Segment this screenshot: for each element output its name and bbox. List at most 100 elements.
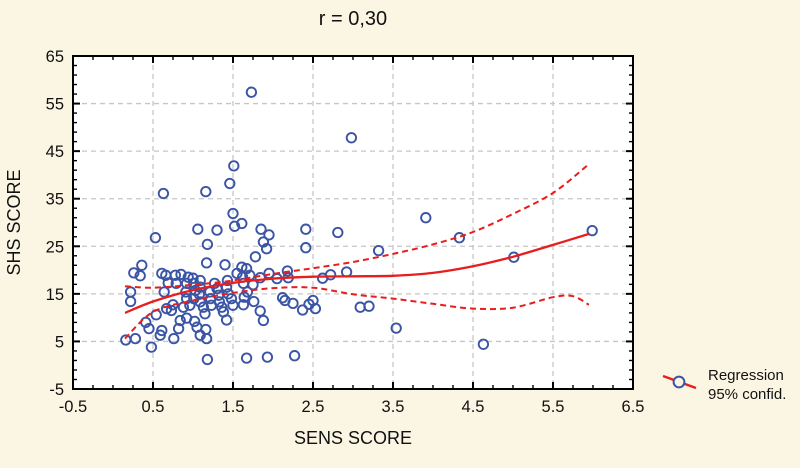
scatter-point — [199, 308, 211, 320]
scatter-point — [300, 223, 312, 235]
scatter-point — [345, 132, 358, 144]
scatter-point — [245, 86, 258, 98]
scatter-point — [257, 314, 270, 327]
scatter-point — [255, 223, 267, 235]
scatter-point — [225, 292, 238, 305]
scatter-point — [477, 338, 490, 350]
x-tick-label: 1.5 — [222, 398, 245, 416]
scatter-point — [129, 332, 142, 345]
scatter-point — [227, 299, 239, 311]
scatter-point — [257, 236, 270, 248]
scatter-point — [260, 243, 273, 255]
scatter-point — [194, 274, 206, 287]
scatter-point — [372, 244, 385, 257]
scatter-point — [220, 281, 233, 293]
scatter-point — [165, 304, 178, 317]
scatter-point — [390, 322, 402, 334]
scatter-point — [296, 304, 309, 316]
scatter-point — [197, 301, 210, 313]
scatter-point — [213, 296, 226, 308]
plot-frame — [72, 55, 634, 390]
legend-text: Regression 95% confid. — [704, 366, 786, 404]
scatter-point — [134, 270, 146, 282]
scatter-point — [263, 229, 275, 241]
x-tick-label: 3.5 — [382, 398, 405, 416]
x-tick-label: 5.5 — [542, 398, 565, 416]
scatter-point — [172, 322, 185, 335]
scatter-point — [420, 212, 432, 224]
scatter-point — [149, 232, 162, 244]
scatter-point — [224, 177, 236, 190]
legend-regression-icon — [662, 374, 697, 390]
scatter-point — [586, 224, 598, 237]
scatter-point — [324, 269, 337, 281]
scatter-point — [240, 352, 253, 364]
scatter-point — [136, 259, 148, 271]
scatter-point — [201, 238, 214, 251]
y-tick-label: 35 — [46, 191, 64, 209]
scatter-point — [157, 187, 170, 200]
y-tick-label: 65 — [46, 48, 64, 66]
y-tick-label: 55 — [46, 96, 64, 114]
scatter-point — [227, 207, 239, 220]
scatter-point — [254, 305, 266, 317]
scatter-point — [211, 224, 223, 236]
scatter-point — [228, 220, 241, 232]
confidence-band-lower — [124, 286, 590, 340]
scatter-point — [174, 314, 186, 327]
scatter-point — [182, 271, 194, 283]
scatter-point — [194, 329, 206, 341]
regression-line — [124, 232, 590, 314]
legend-regression-label: Regression — [708, 367, 784, 384]
scatter-point — [309, 302, 322, 315]
scatter-point — [248, 295, 260, 308]
legend: Regression 95% confid. — [658, 366, 786, 404]
scatter-point — [261, 351, 274, 363]
y-tick-label: 25 — [46, 238, 64, 256]
scatter-point — [281, 265, 294, 277]
scatter-point — [228, 160, 240, 172]
scatter-point — [128, 267, 140, 279]
x-tick-label: 6.5 — [622, 398, 645, 416]
scatter-point — [145, 341, 158, 353]
scatter-point — [170, 277, 182, 290]
scatter-point — [288, 350, 301, 362]
chart-title: r = 0,30 — [318, 8, 388, 30]
scatter-point — [200, 185, 212, 198]
scatter-point — [187, 272, 199, 284]
legend-confidence-label: 95% confid. — [708, 386, 787, 403]
x-axis-title: SENS SCORE — [293, 428, 413, 448]
scatter-point — [200, 332, 213, 345]
scatter-point — [220, 314, 233, 326]
y-tick-label: 15 — [46, 286, 64, 304]
scatter-point — [169, 269, 182, 281]
x-tick-label: 4.5 — [462, 398, 485, 416]
y-axis-title: SHS SCORE — [4, 169, 24, 276]
x-tick-label: 2.5 — [302, 398, 325, 416]
scatter-point — [332, 226, 344, 239]
scatter-point — [175, 268, 187, 281]
scatter-point — [276, 292, 289, 304]
scatter-point — [300, 242, 312, 254]
x-tick-label: 0.5 — [142, 398, 165, 416]
y-tick-label: -5 — [49, 381, 64, 399]
scatter-point — [219, 259, 231, 271]
scatter-point — [156, 324, 168, 337]
scatter-point — [237, 299, 250, 311]
scatter-point — [143, 322, 155, 335]
scatter-point — [287, 297, 299, 310]
scatter-point — [200, 257, 213, 269]
scatter-point — [363, 300, 375, 312]
x-tick-label: -0.5 — [59, 398, 87, 416]
scatter-point — [188, 315, 201, 328]
y-tick-label: 5 — [55, 333, 64, 351]
scatter-point — [249, 251, 262, 263]
scatter-point — [236, 217, 248, 230]
scatter-point — [221, 274, 234, 287]
scatter-point — [201, 353, 214, 366]
y-tick-label: 45 — [46, 143, 64, 161]
scatter-point — [168, 332, 180, 345]
scatter-point — [192, 223, 204, 235]
